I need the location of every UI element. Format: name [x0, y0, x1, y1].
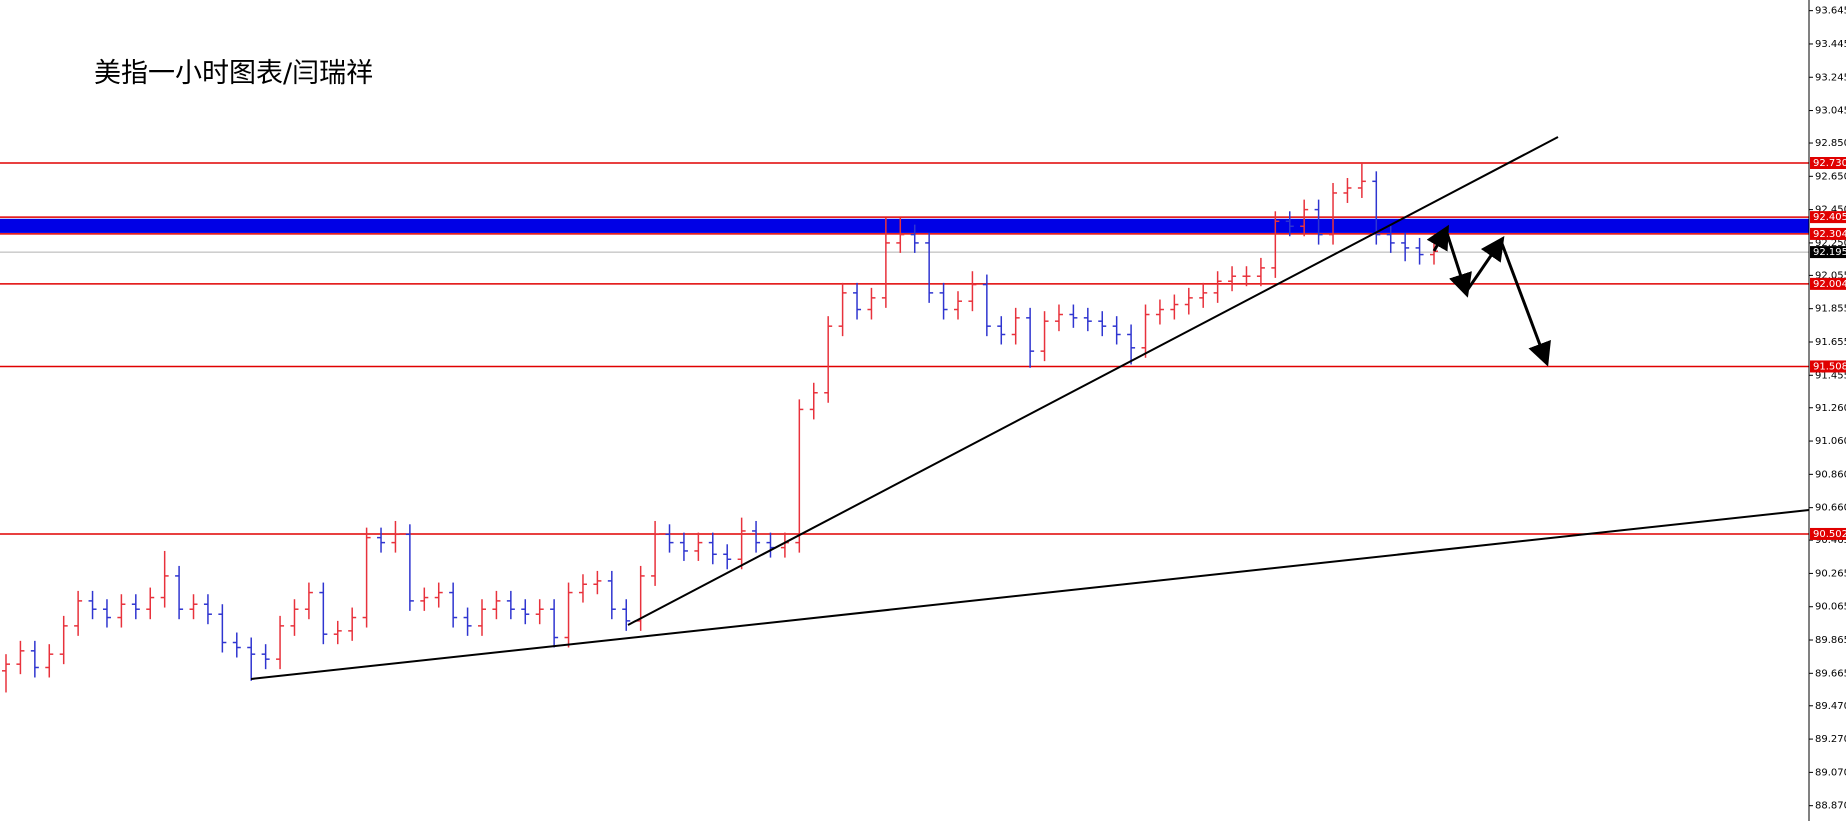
y-axis-labels: 93.645 93.445 93.245 93.045 92.850 92.650 92.4…	[1809, 6, 1846, 812]
y-tick-label: 92.250	[1815, 238, 1846, 249]
forecast-arrow	[1444, 229, 1472, 298]
price-level-box	[1810, 246, 1846, 259]
price-level-label: 92.195	[1813, 247, 1846, 258]
y-tick-label: 93.245	[1815, 72, 1846, 83]
bars	[2, 163, 1438, 693]
trend-line	[250, 509, 1810, 680]
y-tick-label: 90.660	[1815, 503, 1846, 514]
y-tick-label: 89.665	[1815, 668, 1846, 679]
y-tick-label: 91.455	[1815, 370, 1846, 381]
y-tick-label: 90.465	[1815, 535, 1846, 546]
price-level-box	[1810, 360, 1846, 373]
y-tick-label: 93.045	[1815, 106, 1846, 117]
y-tick-label: 90.860	[1815, 469, 1846, 480]
resistance-zone	[0, 218, 1809, 233]
y-tick-label: 89.470	[1815, 701, 1846, 712]
price-level-box	[1810, 277, 1846, 290]
y-tick-label: 92.650	[1815, 171, 1846, 182]
price-level-label: 91.508	[1813, 361, 1846, 372]
forecast-arrow	[1426, 224, 1449, 252]
trend-lines	[250, 136, 1810, 680]
price-level-box	[1810, 157, 1846, 170]
y-tick-label: 91.260	[1815, 403, 1846, 414]
y-tick-label: 92.450	[1815, 205, 1846, 216]
y-tick-label: 89.270	[1815, 734, 1846, 745]
y-tick-label: 93.445	[1815, 39, 1846, 50]
y-tick-label: 90.065	[1815, 602, 1846, 613]
chart-title: 美指一小时图表/闫瑞祥	[94, 58, 373, 89]
y-tick-label: 91.855	[1815, 304, 1846, 315]
y-tick-label: 88.870	[1815, 801, 1846, 812]
y-tick-label: 89.865	[1815, 635, 1846, 646]
price-level-label: 92.004	[1813, 279, 1846, 290]
price-level-box	[1810, 527, 1846, 540]
y-tick-label: 93.645	[1815, 6, 1846, 17]
y-tick-label: 92.055	[1815, 270, 1846, 281]
y-tick-label: 92.850	[1815, 138, 1846, 149]
price-level-label: 92.730	[1813, 158, 1846, 169]
levels	[0, 162, 1809, 535]
price-level-box	[1810, 211, 1846, 224]
y-tick-label: 89.070	[1815, 767, 1846, 778]
y-tick-label: 91.060	[1815, 436, 1846, 447]
trend-line	[627, 136, 1559, 626]
forecast-arrow	[1499, 240, 1551, 367]
y-tick-label: 91.655	[1815, 337, 1846, 348]
y-tick-label: 90.265	[1815, 568, 1846, 579]
price-level-label: 92.304	[1813, 229, 1846, 240]
forecast-arrow	[1464, 236, 1505, 293]
price-level-box	[1810, 227, 1846, 240]
price-level-label: 92.405	[1813, 212, 1846, 223]
price-level-label: 90.502	[1813, 529, 1846, 540]
